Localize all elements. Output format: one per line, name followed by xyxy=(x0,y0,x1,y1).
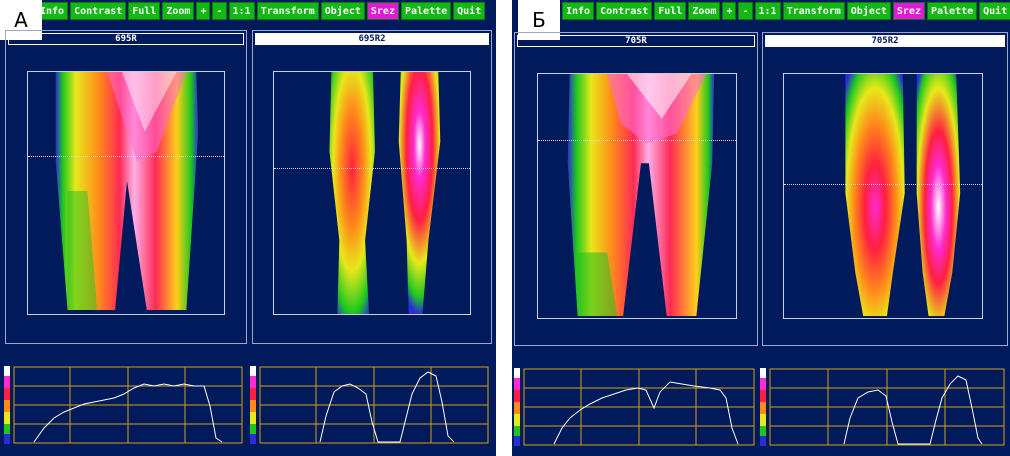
thermogram-image xyxy=(55,72,199,311)
view-title: 705R xyxy=(517,35,755,47)
panel-b: Info Contrast Full Zoom + - 1:1 Transfor… xyxy=(512,0,1010,456)
profile-chart xyxy=(760,368,1006,446)
quit-button[interactable]: Quit xyxy=(979,2,1010,20)
object-button[interactable]: Object xyxy=(320,2,365,20)
image-view-695r[interactable]: 695R xyxy=(5,30,247,344)
palette-button[interactable]: Palette xyxy=(400,2,452,20)
zoom-in-button[interactable]: + xyxy=(196,2,211,20)
quit-button[interactable]: Quit xyxy=(453,2,486,20)
object-button[interactable]: Object xyxy=(846,2,891,20)
contrast-button[interactable]: Contrast xyxy=(596,2,653,20)
thermogram-image xyxy=(329,72,441,314)
panel-label-b: Б xyxy=(518,0,560,40)
thermogram-frame[interactable] xyxy=(783,73,983,319)
profile-chart xyxy=(514,368,756,446)
zoom-button[interactable]: Zoom xyxy=(162,2,195,20)
cursor-line xyxy=(784,184,982,185)
srez-button[interactable]: Srez xyxy=(366,2,399,20)
contrast-button[interactable]: Contrast xyxy=(70,2,127,20)
zoom-button[interactable]: Zoom xyxy=(688,2,721,20)
view-title: 695R2 xyxy=(255,33,489,45)
info-button[interactable]: Info xyxy=(36,2,69,20)
toolbar-b: Info Contrast Full Zoom + - 1:1 Transfor… xyxy=(562,2,1010,20)
thermogram-frame[interactable] xyxy=(273,71,471,315)
transform-button[interactable]: Transform xyxy=(256,2,319,20)
thermogram-image xyxy=(567,74,715,317)
profile-chart xyxy=(250,366,490,444)
cursor-line xyxy=(538,140,736,141)
full-button[interactable]: Full xyxy=(128,2,161,20)
image-view-695r2[interactable]: 695R2 xyxy=(252,30,492,344)
thermogram-frame[interactable] xyxy=(27,71,225,315)
thermogram-image xyxy=(845,74,961,317)
srez-button[interactable]: Srez xyxy=(892,2,925,20)
palette-button[interactable]: Palette xyxy=(926,2,978,20)
transform-button[interactable]: Transform xyxy=(782,2,845,20)
zoom-out-button[interactable]: - xyxy=(212,2,227,20)
panel-a: Info Contrast Full Zoom + - 1:1 Transfor… xyxy=(0,0,496,456)
actual-size-button[interactable]: 1:1 xyxy=(228,2,255,20)
image-view-705r[interactable]: 705R xyxy=(514,32,758,346)
cursor-line xyxy=(28,156,224,157)
profile-chart xyxy=(4,366,244,444)
thermogram-frame[interactable] xyxy=(537,73,737,319)
view-title: 695R xyxy=(8,33,244,45)
zoom-out-button[interactable]: - xyxy=(738,2,753,20)
info-button[interactable]: Info xyxy=(562,2,595,20)
toolbar-a: Info Contrast Full Zoom + - 1:1 Transfor… xyxy=(36,2,486,20)
view-title: 705R2 xyxy=(765,35,1005,47)
actual-size-button[interactable]: 1:1 xyxy=(754,2,781,20)
image-view-705r2[interactable]: 705R2 xyxy=(762,32,1008,346)
cursor-line xyxy=(274,168,470,169)
zoom-in-button[interactable]: + xyxy=(722,2,737,20)
full-button[interactable]: Full xyxy=(654,2,687,20)
